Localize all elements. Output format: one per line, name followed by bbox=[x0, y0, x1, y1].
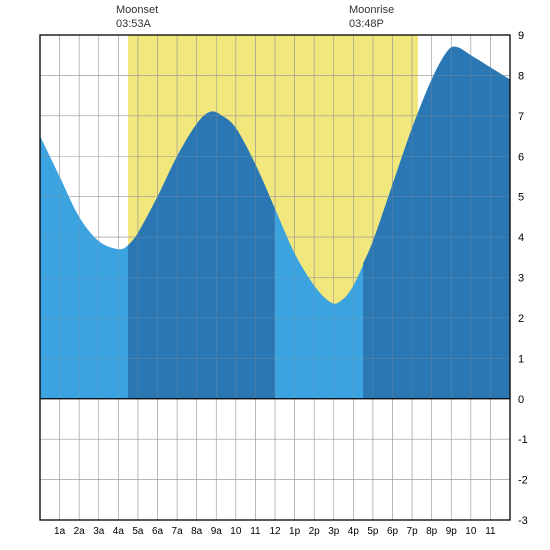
svg-text:5a: 5a bbox=[132, 526, 144, 537]
svg-text:6: 6 bbox=[518, 151, 524, 163]
svg-text:10: 10 bbox=[230, 526, 242, 537]
svg-text:8: 8 bbox=[518, 70, 524, 82]
moonrise-label: Moonrise bbox=[349, 3, 394, 17]
svg-text:6p: 6p bbox=[387, 526, 399, 537]
svg-text:9: 9 bbox=[518, 30, 524, 42]
svg-text:9a: 9a bbox=[211, 526, 223, 537]
svg-text:10: 10 bbox=[465, 526, 477, 537]
tide-chart: -3-2-101234567891a2a3a4a5a6a7a8a9a101112… bbox=[0, 0, 550, 550]
svg-text:1: 1 bbox=[518, 353, 524, 365]
moonrise-annotation: Moonrise 03:48P bbox=[349, 3, 394, 32]
svg-text:5: 5 bbox=[518, 192, 524, 204]
svg-text:5p: 5p bbox=[367, 526, 379, 537]
svg-text:7a: 7a bbox=[172, 526, 184, 537]
svg-text:9p: 9p bbox=[446, 526, 458, 537]
moonset-time: 03:53A bbox=[116, 17, 158, 31]
svg-text:0: 0 bbox=[518, 394, 524, 406]
svg-text:1a: 1a bbox=[54, 526, 66, 537]
svg-text:11: 11 bbox=[250, 526, 261, 537]
moonrise-time: 03:48P bbox=[349, 17, 394, 31]
svg-text:3p: 3p bbox=[328, 526, 340, 537]
svg-text:12: 12 bbox=[269, 526, 281, 537]
svg-text:-3: -3 bbox=[518, 515, 528, 527]
svg-text:1p: 1p bbox=[289, 526, 301, 537]
svg-text:-2: -2 bbox=[518, 475, 528, 487]
svg-text:8a: 8a bbox=[191, 526, 203, 537]
svg-text:8p: 8p bbox=[426, 526, 438, 537]
svg-text:7p: 7p bbox=[407, 526, 419, 537]
chart-svg: -3-2-101234567891a2a3a4a5a6a7a8a9a101112… bbox=[0, 0, 550, 550]
svg-text:4: 4 bbox=[518, 232, 524, 244]
moonset-annotation: Moonset 03:53A bbox=[116, 3, 158, 32]
svg-text:3a: 3a bbox=[93, 526, 105, 537]
svg-text:-1: -1 bbox=[518, 434, 528, 446]
svg-text:3: 3 bbox=[518, 273, 524, 285]
svg-text:4p: 4p bbox=[348, 526, 360, 537]
moonset-label: Moonset bbox=[116, 3, 158, 17]
svg-text:2p: 2p bbox=[309, 526, 321, 537]
svg-text:2a: 2a bbox=[74, 526, 86, 537]
svg-text:11: 11 bbox=[485, 526, 496, 537]
svg-text:7: 7 bbox=[518, 111, 524, 123]
svg-text:2: 2 bbox=[518, 313, 524, 325]
svg-text:6a: 6a bbox=[152, 526, 164, 537]
svg-text:4a: 4a bbox=[113, 526, 125, 537]
